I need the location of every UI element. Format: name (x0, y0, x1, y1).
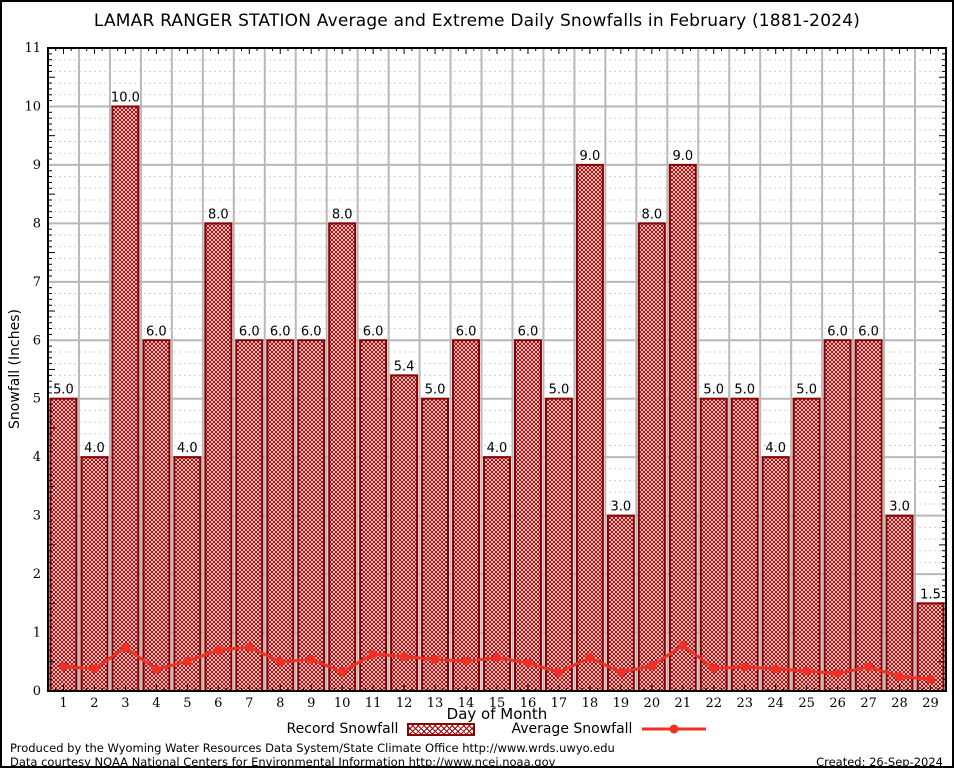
chart-title: LAMAR RANGER STATION Average and Extreme… (93, 11, 861, 31)
svg-text:5.0: 5.0 (734, 383, 755, 398)
svg-text:24: 24 (767, 696, 784, 711)
plot-area: 5.0 4.0 10.0 6.0 4.0 8.0 6.0 6.0 6.0 8.0 6.0 5.4 5.0… (24, 41, 947, 711)
svg-text:6: 6 (214, 696, 222, 711)
svg-text:14: 14 (458, 696, 475, 711)
svg-text:15: 15 (489, 696, 506, 711)
svg-text:3: 3 (33, 509, 41, 524)
svg-text:6.0: 6.0 (239, 324, 260, 339)
svg-text:8.0: 8.0 (641, 207, 662, 222)
svg-text:3.0: 3.0 (889, 500, 910, 515)
svg-text:3: 3 (121, 696, 129, 711)
svg-text:16: 16 (520, 696, 537, 711)
svg-text:11: 11 (24, 41, 41, 56)
svg-text:4.0: 4.0 (487, 441, 508, 456)
svg-text:9: 9 (307, 696, 315, 711)
svg-text:2: 2 (33, 567, 41, 582)
svg-text:4.0: 4.0 (765, 441, 786, 456)
svg-text:1: 1 (59, 696, 67, 711)
svg-text:27: 27 (860, 696, 877, 711)
svg-text:21: 21 (675, 696, 692, 711)
svg-text:5.0: 5.0 (549, 383, 570, 398)
svg-text:5: 5 (33, 392, 41, 407)
svg-text:9.0: 9.0 (580, 149, 601, 164)
svg-text:5: 5 (183, 696, 191, 711)
svg-text:7: 7 (33, 275, 41, 290)
svg-text:23: 23 (736, 696, 753, 711)
x-axis-title: Day of Month (446, 705, 548, 723)
svg-text:12: 12 (396, 696, 413, 711)
svg-text:10: 10 (334, 696, 351, 711)
footer-created-date: Created: 26-Sep-2024 (816, 755, 943, 768)
svg-text:4.0: 4.0 (177, 441, 198, 456)
svg-text:6.0: 6.0 (146, 324, 167, 339)
svg-text:9: 9 (33, 158, 41, 173)
average-snowfall-line-icon (642, 724, 707, 734)
svg-text:3.0: 3.0 (611, 500, 632, 515)
svg-text:1.5: 1.5 (920, 587, 941, 602)
svg-text:6.0: 6.0 (827, 324, 848, 339)
svg-text:4.0: 4.0 (84, 441, 105, 456)
svg-text:19: 19 (613, 696, 630, 711)
footer-produced-by: Produced by the Wyoming Water Resources … (10, 741, 615, 755)
svg-text:6.0: 6.0 (301, 324, 322, 339)
svg-text:5.0: 5.0 (796, 383, 817, 398)
svg-text:26: 26 (829, 696, 846, 711)
svg-text:6.0: 6.0 (518, 324, 539, 339)
legend-item-average: Average Snowfall (511, 721, 707, 737)
svg-text:17: 17 (551, 696, 568, 711)
svg-text:4: 4 (33, 450, 41, 465)
svg-text:8.0: 8.0 (332, 207, 353, 222)
svg-text:0: 0 (33, 684, 41, 699)
svg-text:11: 11 (365, 696, 382, 711)
svg-text:10: 10 (24, 99, 41, 114)
svg-text:13: 13 (427, 696, 444, 711)
legend-item-record: Record Snowfall (287, 721, 476, 737)
svg-text:5.0: 5.0 (703, 383, 724, 398)
svg-text:5.0: 5.0 (53, 383, 74, 398)
svg-text:5.0: 5.0 (425, 383, 446, 398)
svg-text:6.0: 6.0 (858, 324, 879, 339)
record-snowfall-swatch-icon (407, 722, 476, 736)
svg-text:25: 25 (798, 696, 815, 711)
svg-text:28: 28 (891, 696, 908, 711)
svg-text:5.4: 5.4 (394, 359, 415, 374)
legend-record-label: Record Snowfall (286, 721, 399, 737)
svg-text:6: 6 (33, 333, 41, 348)
svg-text:1: 1 (33, 626, 41, 641)
svg-text:8: 8 (33, 216, 41, 231)
svg-text:6.0: 6.0 (363, 324, 384, 339)
svg-text:8: 8 (276, 696, 284, 711)
svg-text:10.0: 10.0 (111, 90, 140, 105)
svg-text:8.0: 8.0 (208, 207, 229, 222)
svg-text:6.0: 6.0 (456, 324, 477, 339)
legend-average-label: Average Snowfall (511, 721, 633, 737)
footer-data-courtesy: Data courtesy NOAA National Centers for … (10, 755, 556, 768)
svg-text:6.0: 6.0 (270, 324, 291, 339)
svg-text:18: 18 (582, 696, 599, 711)
svg-text:22: 22 (705, 696, 722, 711)
svg-text:20: 20 (644, 696, 661, 711)
svg-text:7: 7 (245, 696, 253, 711)
svg-text:9.0: 9.0 (672, 149, 693, 164)
svg-text:29: 29 (922, 696, 939, 711)
svg-text:4: 4 (152, 696, 160, 711)
svg-text:2: 2 (90, 696, 98, 711)
legend: Record Snowfall Average Snowfall (48, 721, 946, 737)
